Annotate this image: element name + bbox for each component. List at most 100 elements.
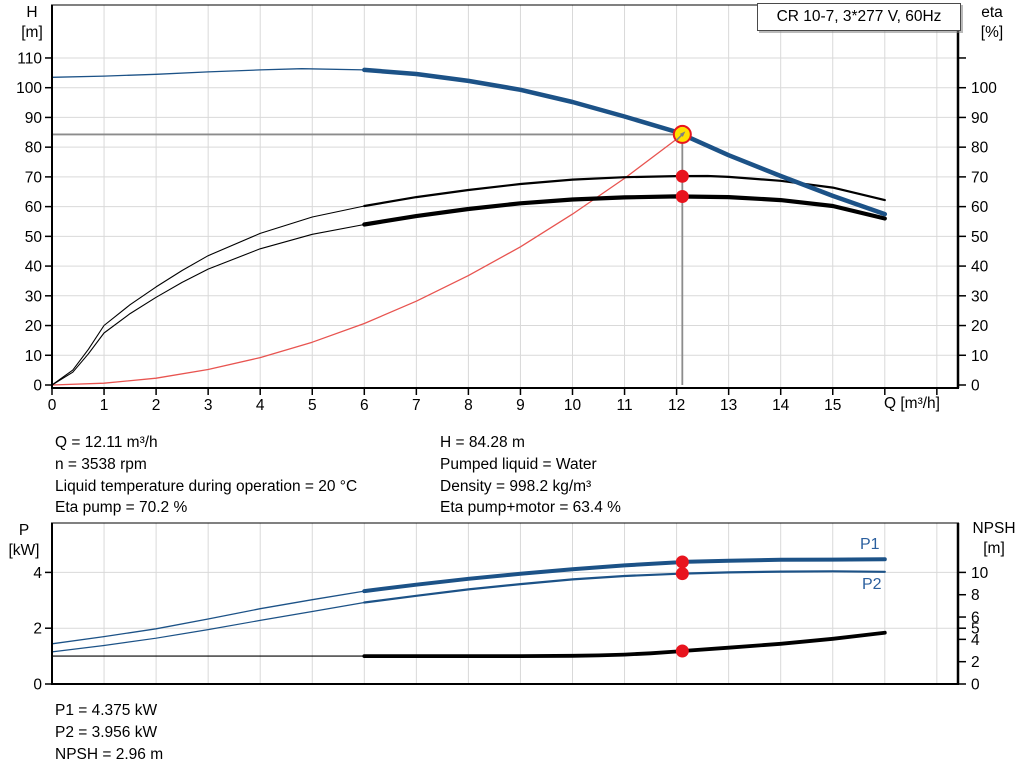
axis-ticks: 0 1 2 3 4 5 6 7 8 9 10 11 12 13 14 15010203040506070809… (16, 50, 997, 414)
p2-curve (51, 570, 886, 653)
svg-text:8: 8 (464, 397, 473, 414)
npsh-axis-title-line1: NPSH (972, 520, 1016, 537)
operating-point-dot (675, 644, 689, 658)
svg-text:0: 0 (33, 677, 42, 694)
svg-text:2: 2 (971, 654, 980, 671)
svg-text:14: 14 (772, 397, 790, 414)
eta-axis-title: eta [%] (968, 3, 1016, 43)
readout-eta-pump: Eta pump = 70.2 % (55, 499, 188, 517)
svg-text:100: 100 (16, 80, 42, 97)
npsh-axis-title-line2: [m] (983, 540, 1005, 557)
readout-eta-pump-motor: Eta pump+motor = 63.4 % (440, 499, 621, 517)
svg-text:30: 30 (971, 288, 989, 305)
p2-series-label: P2 (862, 576, 882, 593)
svg-text:0: 0 (33, 378, 42, 395)
svg-text:2: 2 (152, 397, 161, 414)
svg-text:1: 1 (100, 397, 109, 414)
svg-text:10: 10 (971, 348, 989, 365)
svg-text:3: 3 (204, 397, 213, 414)
svg-text:80: 80 (971, 140, 989, 157)
gridlines (52, 5, 958, 388)
readout-q: Q = 12.11 m³/h (55, 434, 158, 451)
readout-p2: P2 = 3.956 kW (55, 723, 158, 741)
svg-text:4: 4 (256, 397, 265, 414)
operating-point-dot (675, 169, 689, 183)
p-axis-title-line2: [kW] (8, 542, 40, 559)
svg-text:50: 50 (971, 229, 989, 246)
svg-text:4: 4 (33, 565, 42, 582)
eta-pump-curve (51, 174, 886, 386)
plot-frame (51, 4, 960, 389)
readout-liquid-temperature: Liquid temperature during operation = 20… (55, 477, 358, 495)
svg-text:5: 5 (971, 621, 980, 638)
readout-speed: n = 3538 rpm (55, 455, 147, 473)
operating-point-dot (675, 567, 689, 581)
pump-model-label: CR 10-7, 3*277 V, 60Hz (757, 3, 961, 31)
operating-point-dot (675, 190, 689, 204)
svg-text:90: 90 (971, 110, 989, 127)
svg-text:13: 13 (720, 397, 737, 414)
svg-text:60: 60 (971, 199, 989, 216)
h-axis-title: H [m] (10, 3, 54, 43)
svg-text:2: 2 (33, 621, 42, 638)
readout-p1: P1 = 4.375 kW (55, 702, 158, 719)
eta-axis-title-line2: [%] (980, 24, 1004, 41)
svg-text:5: 5 (308, 397, 317, 414)
eta-axis-title-line1: eta (981, 4, 1003, 21)
svg-text:60: 60 (25, 199, 43, 216)
svg-text:40: 40 (971, 259, 989, 276)
h-axis-title-line1: H (26, 4, 38, 21)
svg-text:20: 20 (25, 318, 43, 335)
plot-frame (51, 522, 960, 685)
duty-readout-footer: P1 = 4.375 kW P2 = 3.956 kW NPSH = 2.96 … (55, 700, 163, 765)
svg-text:110: 110 (17, 50, 42, 67)
npsh-curve (51, 630, 887, 659)
svg-text:7: 7 (412, 397, 421, 414)
svg-text:0: 0 (48, 397, 57, 414)
svg-text:11: 11 (617, 397, 633, 414)
p-axis-title: P [kW] (2, 521, 46, 561)
svg-text:15: 15 (824, 397, 841, 414)
svg-text:90: 90 (25, 110, 43, 127)
svg-text:4: 4 (971, 632, 980, 649)
gridlines (52, 523, 958, 684)
head-efficiency-chart: 0 1 2 3 4 5 6 7 8 9 10 11 12 13 14 15010203040506070809… (16, 4, 997, 414)
svg-text:20: 20 (971, 318, 989, 335)
system-curve (51, 133, 683, 386)
svg-text:50: 50 (25, 229, 43, 246)
p1-curve (51, 557, 887, 645)
h-axis-title-line2: [m] (21, 24, 43, 41)
npsh-axis-title: NPSH [m] (964, 519, 1024, 559)
svg-text:0: 0 (971, 378, 980, 395)
p-axis-title-line1: P (18, 522, 30, 539)
readout-head: H = 84.28 m (440, 434, 525, 451)
svg-text:70: 70 (25, 169, 43, 186)
svg-text:30: 30 (25, 288, 43, 305)
svg-text:6: 6 (360, 397, 369, 414)
svg-text:100: 100 (971, 80, 997, 97)
svg-text:10: 10 (25, 348, 43, 365)
readout-density: Density = 998.2 kg/m³ (440, 477, 592, 495)
svg-text:70: 70 (971, 169, 989, 186)
operating-point-dot (675, 555, 689, 569)
p1-series-label: P1 (860, 536, 880, 553)
duty-readout-left: Q = 12.11 m³/h n = 3538 rpm Liquid tempe… (55, 432, 357, 519)
svg-text:80: 80 (25, 140, 43, 157)
svg-text:8: 8 (971, 587, 980, 604)
q-axis-title: Q [m³/h] (884, 395, 940, 412)
eta-pump-motor-curve (51, 194, 887, 386)
pump-head-curve (51, 67, 888, 217)
duty-readout-right: H = 84.28 m Pumped liquid = Water Densit… (440, 432, 621, 519)
svg-text:10: 10 (564, 397, 582, 414)
svg-text:12: 12 (668, 397, 685, 414)
readout-npsh: NPSH = 2.96 m (55, 745, 164, 763)
duty-point-marker (672, 124, 692, 144)
svg-text:40: 40 (25, 259, 43, 276)
svg-text:6: 6 (971, 610, 980, 627)
svg-text:0: 0 (971, 677, 980, 694)
svg-text:9: 9 (516, 397, 525, 414)
svg-text:10: 10 (971, 565, 989, 582)
